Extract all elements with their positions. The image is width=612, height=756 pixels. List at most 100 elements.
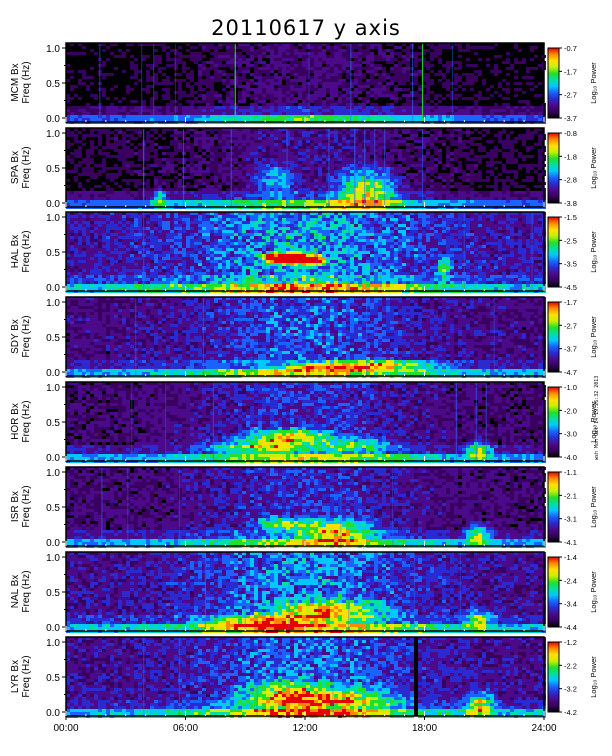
y-tick-label: 0.5: [46, 79, 60, 90]
colorbar: [548, 387, 559, 457]
colorbar: [548, 557, 559, 627]
y-tick-label: 1.0: [46, 553, 60, 564]
y-tick-label: 0.5: [46, 673, 60, 684]
colorbar-tick-label: -1.7: [564, 67, 577, 76]
colorbar-tick-label: -1.7: [564, 298, 577, 307]
colorbar-tick-label: -4.4: [564, 623, 577, 632]
spectrogram-cells: [66, 637, 546, 718]
y-axis-label: Freq (Hz): [21, 146, 32, 188]
colorbar: [548, 48, 559, 118]
y-axis-label: SDY Bx: [10, 319, 21, 354]
y-axis-label: NAL Bx: [10, 575, 21, 609]
y-tick-label: 1.0: [46, 213, 60, 224]
y-tick-label: 0.0: [46, 538, 60, 549]
y-axis-label: LYR Bx: [10, 660, 21, 693]
y-axis-label: Freq (Hz): [21, 570, 32, 612]
y-tick-label: 0.5: [46, 333, 60, 344]
colorbar-tick-label: -3.1: [564, 515, 577, 524]
y-axis-label: Freq (Hz): [21, 315, 32, 357]
colorbar-label: Log₁₀ Power: [589, 62, 598, 104]
colorbar-tick-label: -1.5: [564, 213, 577, 222]
x-tick-label: 00:00: [53, 723, 78, 734]
colorbar-tick-label: -2.0: [564, 406, 577, 415]
spectrogram-cells: [66, 467, 546, 548]
y-tick-label: 0.5: [46, 248, 60, 259]
colorbar-tick-label: -2.2: [564, 661, 577, 670]
colorbar-label: Log₁₀ Power: [589, 231, 598, 273]
y-tick-label: 0.0: [46, 283, 60, 294]
colorbar-tick-label: -2.8: [564, 176, 577, 185]
colorbar-label: Log₁₀ Power: [589, 401, 598, 443]
y-axis-label: MCM Bx: [10, 63, 21, 101]
y-axis-label: Freq (Hz): [21, 655, 32, 697]
y-axis-label: HOR Bx: [10, 403, 21, 440]
colorbar-tick-label: -2.1: [564, 491, 577, 500]
colorbar-tick-label: -3.7: [564, 114, 577, 123]
colorbar-label: Log₁₀ Power: [589, 486, 598, 528]
colorbar-tick-label: -2.7: [564, 321, 577, 330]
colorbar-tick-label: -3.7: [564, 345, 577, 354]
colorbar-tick-label: -2.4: [564, 576, 577, 585]
x-tick-label: 06:00: [173, 723, 198, 734]
spectrogram-figure: 0.00.51.0MCM Bx Freq (Hz)-0.7-1.7-2.7-3.7…: [0, 0, 612, 756]
colorbar: [548, 217, 559, 287]
colorbar: [548, 133, 559, 203]
y-axis-label: Freq (Hz): [21, 485, 32, 527]
spectrogram-cells: [66, 552, 546, 633]
colorbar-tick-label: -3.5: [564, 260, 577, 269]
y-tick-label: 1.0: [46, 383, 60, 394]
y-axis-label: Freq (Hz): [21, 230, 32, 272]
y-tick-label: 1.0: [46, 44, 60, 55]
colorbar-tick-label: -4.0: [564, 453, 577, 462]
colorbar-tick-label: -1.4: [564, 553, 577, 562]
colorbar-tick-label: -1.8: [564, 152, 577, 161]
colorbar-tick-label: -4.2: [564, 708, 577, 717]
y-tick-label: 1.0: [46, 129, 60, 140]
colorbar-label: Log₁₀ Power: [589, 316, 598, 358]
panel-lyr: 0.0 0.5 1.0 LYR Bx Freq (Hz) -1.2 -2.2 -3.2 -4.2…: [10, 637, 598, 719]
y-tick-label: 0.5: [46, 588, 60, 599]
colorbar-tick-label: -2.5: [564, 236, 577, 245]
y-axis-label: Freq (Hz): [21, 400, 32, 442]
colorbar-tick-label: -3.2: [564, 685, 577, 694]
colorbar-tick-label: -3.4: [564, 600, 577, 609]
x-tick-label: 24:00: [531, 723, 556, 734]
y-tick-label: 0.0: [46, 199, 60, 210]
y-tick-label: 0.0: [46, 623, 60, 634]
y-tick-label: 0.5: [46, 164, 60, 175]
y-tick-label: 1.0: [46, 298, 60, 309]
spectrogram-cells: [66, 212, 546, 293]
y-tick-label: 0.0: [46, 368, 60, 379]
y-tick-label: 1.0: [46, 468, 60, 479]
x-tick-label: 12:00: [292, 723, 317, 734]
colorbar-tick-label: -1.2: [564, 638, 577, 647]
colorbar-tick-label: -3.0: [564, 430, 577, 439]
colorbar-label: Log₁₀ Power: [589, 571, 598, 613]
y-axis-label: SPA Bx: [10, 151, 21, 184]
colorbar-tick-label: -3.8: [564, 199, 577, 208]
colorbar-tick-label: -0.7: [564, 44, 577, 53]
y-tick-label: 0.0: [46, 453, 60, 464]
colorbar-tick-label: -1.1: [564, 468, 577, 477]
y-tick-label: 0.5: [46, 418, 60, 429]
colorbar: [548, 472, 559, 542]
colorbar-label: Log₁₀ Power: [589, 147, 598, 189]
colorbar-label: Log₁₀ Power: [589, 656, 598, 698]
spectrogram-cells: [66, 297, 546, 378]
y-axis-label: ISR Bx: [10, 491, 21, 522]
colorbar-tick-label: -2.7: [564, 91, 577, 100]
x-tick-label: 18:00: [412, 723, 437, 734]
y-axis-label: Freq (Hz): [21, 61, 32, 103]
colorbar-tick-label: -4.1: [564, 538, 577, 547]
y-tick-label: 0.0: [46, 708, 60, 719]
panel-nal: 0.0 0.5 1.0 NAL Bx Freq (Hz) -1.4 -2.4 -3.4 -4.4…: [10, 552, 598, 634]
y-tick-label: 1.0: [46, 638, 60, 649]
colorbar-tick-label: -4.5: [564, 283, 577, 292]
colorbar: [548, 642, 559, 712]
